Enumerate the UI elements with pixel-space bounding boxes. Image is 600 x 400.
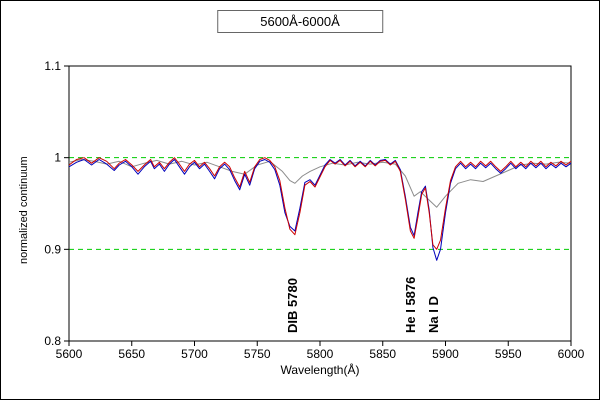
annotation-dib-5780: DIB 5780: [285, 278, 301, 333]
x-tick-label: 5850: [369, 347, 396, 361]
x-tick-label: 5800: [307, 347, 334, 361]
x-tick-label: 5950: [495, 347, 522, 361]
annotation-na-i-d: Na I D: [425, 296, 441, 333]
series-spectrum-smooth: [69, 159, 571, 208]
y-tick-label: 1.1: [44, 59, 61, 73]
x-tick-label: 5900: [432, 347, 459, 361]
x-tick-label: 5600: [56, 347, 83, 361]
series-spectrum-red: [69, 157, 571, 250]
chart-title: 5600Å-6000Å: [217, 10, 383, 33]
y-tick-label: 1: [54, 151, 61, 165]
annotation-he-i-5876: He I 5876: [403, 276, 419, 333]
x-tick-label: 5650: [118, 347, 145, 361]
x-axis-label: Wavelength(Å): [280, 363, 360, 377]
x-tick-label: 5750: [244, 347, 271, 361]
y-axis-label: normalized continuum: [18, 156, 30, 264]
x-tick-label: 6000: [558, 347, 585, 361]
plot-border: [68, 65, 572, 342]
x-tick-label: 5700: [181, 347, 208, 361]
series-spectrum-blue: [69, 159, 571, 261]
y-tick-label: 0.8: [44, 334, 61, 348]
y-tick-label: 0.9: [44, 242, 61, 256]
